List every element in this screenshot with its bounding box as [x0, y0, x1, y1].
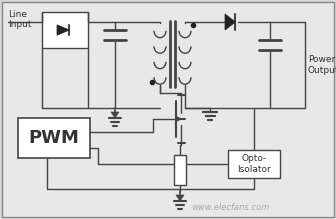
- Bar: [42, 12, 88, 48]
- Bar: [174, 155, 186, 185]
- Text: Power
Output: Power Output: [308, 55, 336, 75]
- Polygon shape: [111, 112, 119, 118]
- Text: Line
Input: Line Input: [8, 10, 32, 29]
- Polygon shape: [176, 195, 184, 201]
- Text: PWM: PWM: [29, 129, 79, 147]
- Bar: [228, 150, 280, 178]
- Bar: [18, 118, 90, 158]
- Text: www.elecfans.com: www.elecfans.com: [191, 203, 269, 212]
- Polygon shape: [225, 14, 236, 30]
- Text: Opto-
Isolator: Opto- Isolator: [237, 154, 271, 174]
- Polygon shape: [57, 25, 70, 35]
